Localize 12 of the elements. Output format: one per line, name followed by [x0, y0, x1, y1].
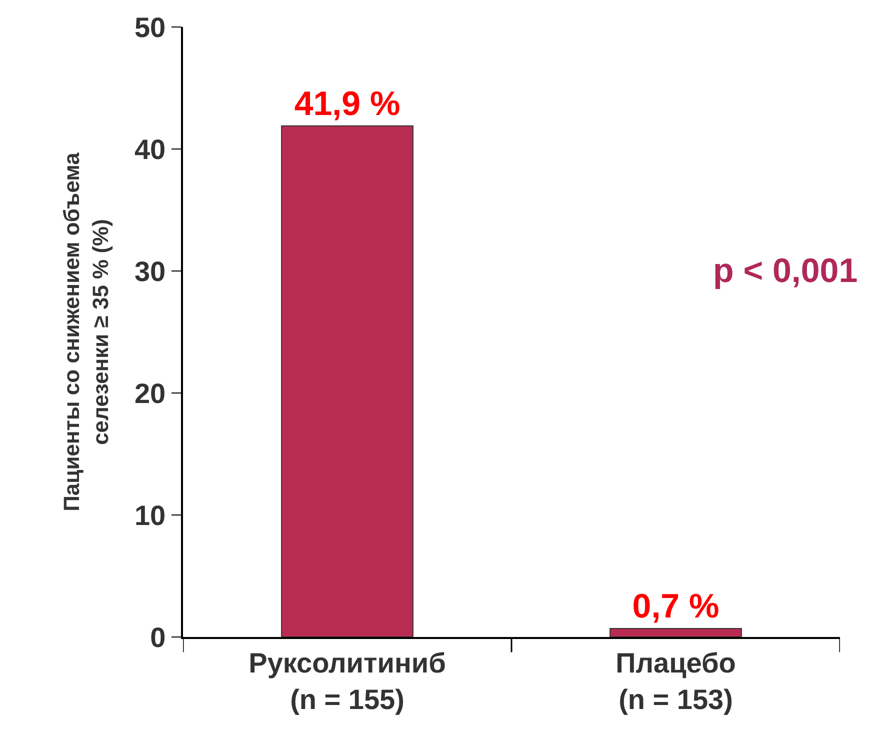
x-tick-label: Плацебо (n = 153)	[616, 647, 736, 715]
annotation: p < 0,001	[713, 252, 858, 290]
y-tick-label: 10	[134, 500, 166, 531]
x-tick-label: Руксолитиниб (n = 155)	[248, 647, 446, 715]
data-label: 0,7 %	[632, 587, 720, 626]
y-tick-label: 20	[134, 378, 166, 409]
y-axis-title: Пациенты со снижением объема селезенки ≥ 35 % (%)	[59, 152, 113, 512]
y-tick-label: 30	[134, 256, 166, 287]
y-tick-label: 0	[150, 622, 166, 653]
data-label: 41,9 %	[294, 84, 400, 123]
y-tick-label: 50	[134, 12, 166, 43]
y-tick-label: 40	[134, 134, 166, 165]
